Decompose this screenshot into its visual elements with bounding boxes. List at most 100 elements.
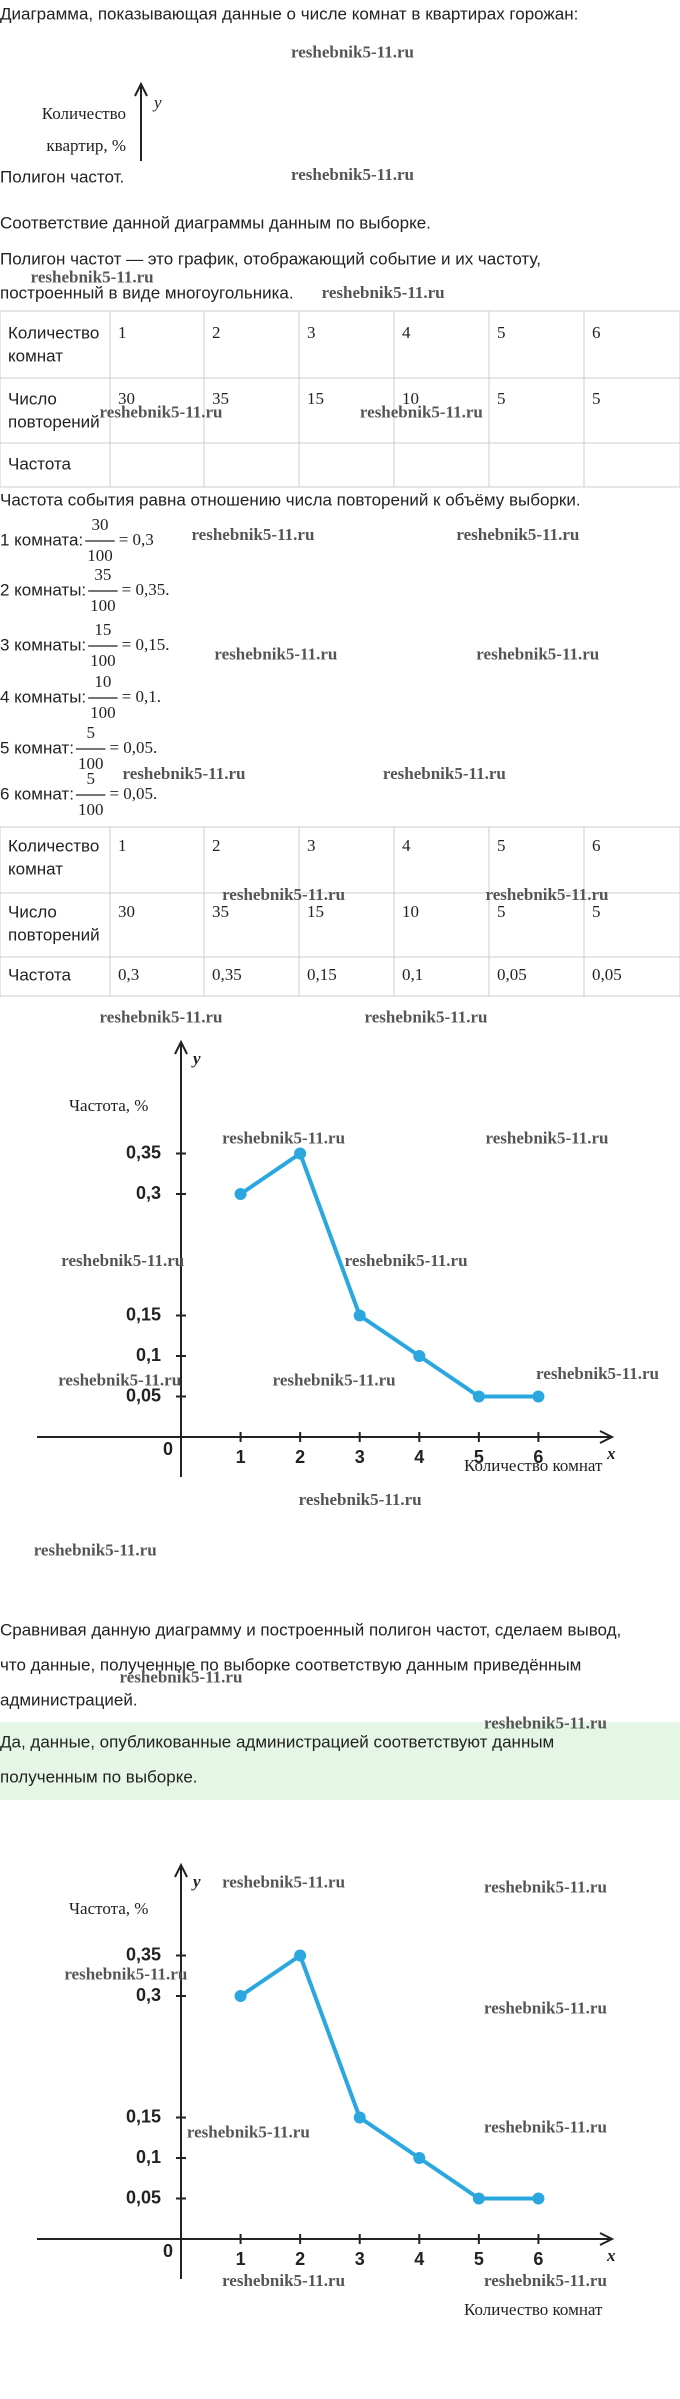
numerator: 35 (94, 565, 111, 584)
table-cell: 30 (118, 902, 135, 921)
table-cell: 0,1 (402, 965, 423, 984)
watermark: reshebnik5-11.ru (484, 1998, 607, 2017)
intro-arrow (134, 81, 148, 97)
table-cell: 35 (212, 389, 229, 408)
y-tick-label: 0,1 (136, 2147, 161, 2167)
x-tick-label: 6 (533, 2249, 543, 2269)
table-cell: 5 (592, 902, 601, 921)
denominator: 100 (90, 703, 116, 722)
x-tick-label: 5 (474, 2249, 484, 2269)
watermark: reshebnik5-11.ru (222, 1128, 345, 1147)
point (353, 2111, 366, 2124)
watermark: reshebnik5-11.ru (485, 885, 608, 904)
x-tick-label: 4 (414, 2249, 424, 2269)
numerator: 15 (94, 620, 111, 639)
watermark: reshebnik5-11.ru (31, 268, 154, 287)
watermark: reshebnik5-11.ru (476, 644, 599, 663)
table-cell: 10 (402, 902, 419, 921)
x-letter: x (606, 1444, 616, 1463)
row-header: Частота (8, 965, 72, 984)
watermark: reshebnik5-11.ru (345, 1251, 468, 1270)
row-header: Число (8, 902, 57, 921)
watermark: reshebnik5-11.ru (58, 1370, 181, 1389)
watermark: reshebnik5-11.ru (214, 644, 337, 663)
fraction-result: = 0,1. (122, 687, 161, 706)
definition: Полигон частот — это график, отображающи… (0, 249, 541, 268)
x-tick-label: 4 (414, 1447, 424, 1467)
table-cell: 3 (307, 836, 316, 855)
origin-label: 0 (163, 2241, 173, 2261)
caption: Полигон частот. (0, 167, 124, 186)
watermark: reshebnik5-11.ru (322, 283, 445, 302)
watermark: reshebnik5-11.ru (273, 1370, 396, 1389)
table-cell: 1 (118, 836, 127, 855)
fraction-result: = 0,35. (122, 580, 170, 599)
x-tick-label: 5 (474, 1447, 484, 1467)
table-cell: 2 (212, 836, 221, 855)
table-cell: 0,05 (592, 965, 622, 984)
watermark: reshebnik5-11.ru (360, 402, 483, 421)
y-tick-label: 0,35 (126, 1944, 161, 1964)
x-tick-label: 2 (295, 2249, 305, 2269)
answer: полученным по выборке. (0, 1767, 198, 1786)
row-header: Частота (8, 454, 72, 473)
row-header: Количество (8, 836, 99, 855)
y-letter: y (191, 1872, 201, 1891)
y-tick-label: 0,05 (126, 1385, 161, 1405)
intro-ylabel: Количество (42, 104, 126, 123)
point (472, 1390, 485, 1403)
table-cell: 6 (592, 323, 601, 342)
intro-ylabel: квартир, % (46, 136, 126, 155)
table-cell: 0,3 (118, 965, 139, 984)
y-label: Частота, % (69, 1096, 148, 1115)
numerator: 5 (86, 723, 95, 742)
denominator: 100 (90, 651, 116, 670)
denominator: 100 (87, 546, 113, 565)
conclusion: Сравнивая данную диаграмму и построенный… (0, 1620, 621, 1639)
point (532, 2192, 545, 2205)
x-tick-label: 1 (236, 2249, 246, 2269)
watermark: reshebnik5-11.ru (536, 1364, 659, 1383)
watermark: reshebnik5-11.ru (100, 1007, 223, 1026)
x-tick-label: 2 (295, 1447, 305, 1467)
conclusion: администрацией. (0, 1690, 138, 1709)
point (353, 1309, 366, 1322)
point (413, 2152, 426, 2164)
table-cell: 5 (497, 389, 506, 408)
point (472, 2192, 485, 2205)
fraction-label: 1 комната: (0, 530, 83, 549)
watermark: reshebnik5-11.ru (61, 1251, 184, 1270)
numerator: 5 (86, 769, 95, 788)
watermark: reshebnik5-11.ru (484, 2271, 607, 2290)
point (234, 1188, 247, 1200)
table-cell: 5 (497, 902, 506, 921)
x-label: Количество комнат (464, 2300, 603, 2319)
point (294, 1147, 307, 1160)
numerator: 10 (94, 672, 111, 691)
watermark: reshebnik5-11.ru (291, 165, 414, 184)
x-tick-label: 1 (236, 1447, 246, 1467)
numerator: 30 (91, 515, 108, 534)
y-letter: y (191, 1049, 201, 1068)
table-cell: 0,15 (307, 965, 337, 984)
watermark: reshebnik5-11.ru (34, 1540, 157, 1559)
heading: Соответствие данной диаграммы данным по … (0, 213, 431, 232)
watermark: reshebnik5-11.ru (484, 1713, 607, 1732)
denominator: 100 (90, 596, 116, 615)
y-arrow (174, 1039, 188, 1055)
watermark: reshebnik5-11.ru (484, 2118, 607, 2137)
y-tick-label: 0,05 (126, 2187, 161, 2207)
table-cell: 4 (402, 323, 411, 342)
row-header: Количество (8, 323, 99, 342)
table-cell: 30 (118, 389, 135, 408)
x-arrow (599, 2232, 615, 2246)
denominator: 100 (78, 754, 104, 773)
table-cell: 3 (307, 323, 316, 342)
row-header: Число (8, 389, 57, 408)
table-cell: 10 (402, 389, 419, 408)
table-cell: 0,05 (497, 965, 527, 984)
fraction-label: 3 комнаты: (0, 635, 86, 654)
watermark: reshebnik5-11.ru (456, 525, 579, 544)
watermark: reshebnik5-11.ru (123, 764, 246, 783)
